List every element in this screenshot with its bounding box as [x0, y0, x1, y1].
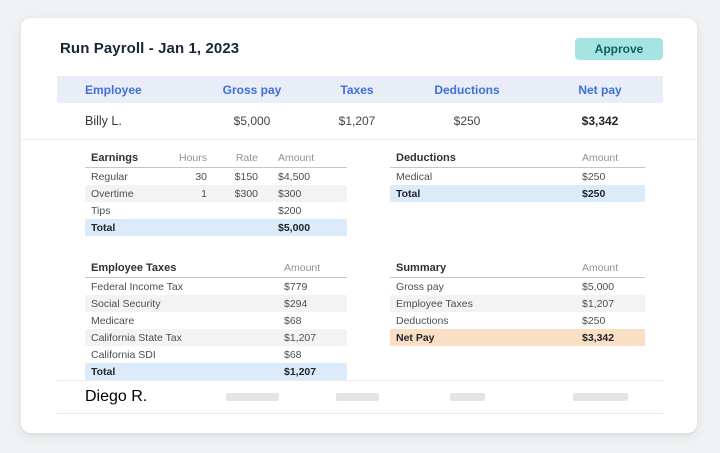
amount-column-header: Amount — [582, 261, 619, 274]
placeholder-bar — [449, 393, 485, 401]
net-pay-value: $3,342 — [581, 114, 619, 128]
row-amount: $5,000 — [582, 280, 615, 293]
approve-button[interactable]: Approve — [575, 38, 663, 60]
deductions-title: Deductions — [396, 151, 456, 164]
detail-column-right: Deductions Amount Medical $250 Total $250 Sum… — [390, 148, 645, 380]
titlebar: Run Payroll - Jan 1, 2023 Approve — [60, 38, 663, 60]
row-amount: $250 — [582, 314, 606, 327]
hours-column-header: Hours — [178, 151, 207, 164]
deductions-table-header: Deductions Amount — [390, 148, 645, 168]
amount-column-header: Amount — [278, 151, 315, 164]
amount-column-header: Amount — [284, 261, 321, 274]
row-hours: 30 — [195, 170, 207, 183]
row-label: Medical — [396, 170, 433, 183]
row-label: Total — [91, 365, 116, 378]
employee-row-billy[interactable]: Billy L. $5,000 $1,207 $250 $3,342 — [57, 103, 663, 139]
employee_taxes-row-california-sdi: California SDI $68 — [85, 346, 347, 363]
earnings-table-header: Earnings Hours Rate Amount — [85, 148, 347, 168]
employee-name: Diego R. — [85, 388, 148, 405]
row-label: Gross pay — [396, 280, 444, 293]
detail-column-left: Earnings Hours Rate Amount Regular 30 $150 $4,5… — [85, 148, 347, 380]
row-amount: $294 — [284, 297, 308, 310]
summary-row-deductions: Deductions $250 — [390, 312, 645, 329]
summary-table-header: Summary Amount — [390, 258, 645, 278]
earnings-row-total: Total $5,000 — [85, 219, 347, 236]
employee_taxes-table-header: Employee Taxes Amount — [85, 258, 347, 278]
row-amount: $200 — [278, 204, 302, 217]
row-amount: $250 — [582, 170, 606, 183]
gross-pay-value: $5,000 — [233, 114, 271, 128]
payroll-table: Employee Gross pay Taxes Deductions Net … — [21, 76, 697, 414]
row-label: Employee Taxes — [396, 297, 473, 310]
summary-row-net-pay: Net Pay $3,342 — [390, 329, 645, 346]
row-amount: $1,207 — [284, 331, 317, 344]
row-label: California State Tax — [91, 331, 182, 344]
summary-title: Summary — [396, 261, 447, 274]
deductions-row-medical: Medical $250 — [390, 168, 645, 185]
row-label: Federal Income Tax — [91, 280, 184, 293]
column-header-net-pay: Net pay — [578, 82, 622, 97]
amount-column-header: Amount — [582, 151, 619, 164]
employee_taxes-row-federal-income-tax: Federal Income Tax $779 — [85, 278, 347, 295]
column-header-gross-pay: Gross pay — [222, 82, 282, 97]
placeholder-bar — [225, 393, 279, 401]
employee_taxes-row-social-security: Social Security $294 — [85, 295, 347, 312]
row-label: Social Security — [91, 297, 161, 310]
row-amount: $5,000 — [278, 221, 311, 234]
placeholder-bar — [572, 393, 628, 401]
row-amount: $779 — [284, 280, 308, 293]
employee_taxes-title: Employee Taxes — [91, 261, 177, 274]
earnings-row-regular: Regular 30 $150 $4,500 — [85, 168, 347, 185]
deductions-table: Deductions Amount Medical $250 Total $250 — [390, 148, 645, 202]
employee_taxes-row-medicare: Medicare $68 — [85, 312, 347, 329]
row-rate: $150 — [234, 170, 258, 183]
earnings-row-tips: Tips $200 — [85, 202, 347, 219]
employee-detail-panel: Earnings Hours Rate Amount Regular 30 $150 $4,5… — [21, 139, 697, 380]
payroll-card: Run Payroll - Jan 1, 2023 Approve Employ… — [21, 18, 697, 433]
earnings-table: Earnings Hours Rate Amount Regular 30 $150 $4,5… — [85, 148, 347, 236]
row-label: Total — [396, 187, 421, 200]
column-header-taxes: Taxes — [340, 82, 374, 97]
earnings-title: Earnings — [91, 151, 139, 164]
employee-row-diego[interactable]: Diego R. — [57, 380, 663, 414]
column-header-deductions: Deductions — [434, 82, 500, 97]
row-hours: 1 — [201, 187, 207, 200]
placeholder-bar — [335, 393, 379, 401]
row-label: California SDI — [91, 348, 156, 361]
row-amount: $1,207 — [582, 297, 615, 310]
row-label: Medicare — [91, 314, 135, 327]
row-amount: $68 — [284, 314, 302, 327]
row-rate: $300 — [234, 187, 258, 200]
row-label: Deductions — [396, 314, 449, 327]
employee-taxes-table: Employee Taxes Amount Federal Income Tax $7… — [85, 258, 347, 380]
employee_taxes-row-california-state-tax: California State Tax $1,207 — [85, 329, 347, 346]
row-amount: $300 — [278, 187, 302, 200]
deductions-row-total: Total $250 — [390, 185, 645, 202]
row-label: Tips — [91, 204, 111, 217]
summary-table: Summary Amount Gross pay $5,000 Employee Tax… — [390, 258, 645, 346]
taxes-value: $1,207 — [338, 114, 376, 128]
row-label: Overtime — [91, 187, 134, 200]
row-label: Net Pay — [396, 331, 435, 344]
row-amount: $1,207 — [284, 365, 317, 378]
row-amount: $68 — [284, 348, 302, 361]
employee-name: Billy L. — [85, 114, 122, 128]
employee_taxes-row-total: Total $1,207 — [85, 363, 347, 380]
row-amount: $4,500 — [278, 170, 311, 183]
row-label: Regular — [91, 170, 128, 183]
earnings-row-overtime: Overtime 1 $300 $300 — [85, 185, 347, 202]
summary-row-gross-pay: Gross pay $5,000 — [390, 278, 645, 295]
page-title: Run Payroll - Jan 1, 2023 — [60, 40, 240, 57]
deductions-value: $250 — [453, 114, 481, 128]
row-label: Total — [91, 221, 116, 234]
column-header-employee: Employee — [85, 82, 142, 97]
row-amount: $3,342 — [582, 331, 615, 344]
summary-row-employee-taxes: Employee Taxes $1,207 — [390, 295, 645, 312]
rate-column-header: Rate — [235, 151, 258, 164]
table-header-row: Employee Gross pay Taxes Deductions Net … — [57, 76, 663, 103]
row-amount: $250 — [582, 187, 606, 200]
